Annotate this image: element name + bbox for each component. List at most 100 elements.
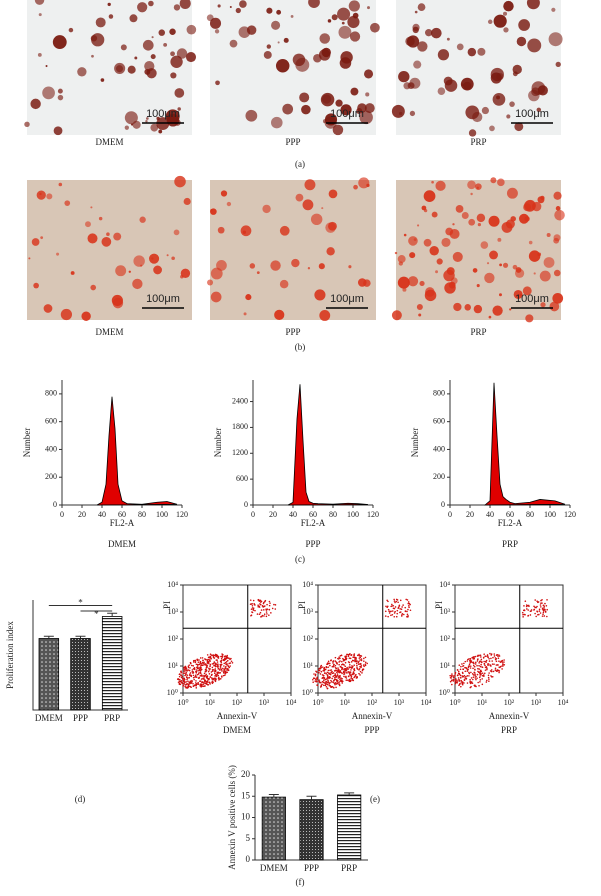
event	[194, 682, 197, 684]
cell	[158, 29, 166, 36]
event	[326, 663, 328, 666]
cell	[357, 278, 367, 287]
cell	[43, 304, 53, 313]
event	[477, 670, 479, 673]
event	[488, 680, 490, 682]
cell	[180, 268, 191, 278]
event	[522, 613, 524, 616]
caption: PPP	[364, 725, 379, 735]
event	[216, 665, 218, 667]
event	[485, 681, 488, 683]
x-tick-label: 80	[526, 510, 534, 519]
cell	[554, 209, 565, 221]
event	[478, 660, 481, 663]
event	[480, 663, 482, 666]
cell	[402, 287, 407, 292]
event	[393, 615, 396, 618]
event	[186, 674, 189, 676]
event	[211, 674, 213, 676]
event	[472, 661, 474, 664]
event	[198, 659, 200, 661]
event	[363, 665, 365, 668]
cell	[139, 216, 146, 223]
event	[336, 671, 338, 674]
event	[216, 674, 218, 676]
event	[334, 664, 337, 667]
cell	[413, 60, 422, 69]
y-axis-label: PI	[297, 601, 307, 609]
event	[191, 670, 194, 673]
y-tick-label: 10⁰	[302, 688, 313, 697]
cell	[151, 36, 154, 39]
cell	[453, 302, 462, 312]
event	[478, 684, 480, 687]
cell	[437, 87, 446, 96]
event	[347, 679, 349, 682]
caption: PPP	[305, 539, 320, 549]
event	[224, 655, 227, 657]
event	[195, 687, 198, 689]
event	[471, 673, 474, 675]
event	[179, 680, 182, 683]
event	[470, 671, 472, 674]
event	[466, 682, 469, 684]
event	[474, 677, 477, 679]
event	[211, 677, 213, 679]
cell	[239, 0, 247, 8]
event	[360, 659, 363, 662]
event	[543, 606, 545, 609]
cell	[488, 315, 492, 319]
event	[184, 672, 187, 674]
event	[185, 681, 187, 683]
event	[226, 659, 229, 662]
event	[224, 672, 227, 675]
event	[394, 601, 396, 604]
cell	[425, 28, 433, 37]
cell	[275, 59, 290, 73]
scale-bar-label: 100μm	[515, 293, 549, 305]
axes	[32, 600, 128, 711]
event	[346, 668, 348, 671]
event	[454, 673, 456, 675]
cell	[87, 233, 98, 244]
event	[456, 679, 458, 682]
cell	[207, 279, 214, 286]
event	[461, 676, 464, 678]
cell	[367, 6, 370, 10]
event	[469, 662, 471, 664]
event	[337, 668, 340, 671]
event	[225, 660, 228, 663]
cell	[405, 36, 415, 47]
event	[472, 656, 474, 659]
event	[342, 658, 345, 661]
cell	[165, 109, 180, 124]
event	[202, 683, 205, 685]
event	[494, 669, 497, 671]
event	[467, 658, 469, 661]
cell	[169, 28, 176, 35]
event	[215, 655, 217, 658]
event	[342, 663, 345, 666]
event	[208, 656, 210, 659]
y-tick-label: 1800	[232, 422, 248, 431]
cell	[331, 14, 338, 21]
y-axis-label: Number	[22, 428, 32, 458]
y-tick-label: 10²	[303, 634, 314, 643]
event	[221, 655, 224, 657]
event	[212, 678, 214, 681]
event	[182, 678, 184, 680]
event	[348, 663, 351, 666]
event	[397, 601, 399, 604]
event	[210, 657, 212, 660]
cell	[321, 207, 324, 210]
event	[340, 663, 343, 666]
event	[469, 665, 472, 667]
cell	[340, 104, 352, 116]
cell	[173, 4, 181, 11]
event	[398, 604, 401, 607]
event	[350, 667, 353, 669]
event	[314, 673, 317, 676]
cell	[421, 205, 427, 211]
cell	[413, 238, 417, 242]
event	[327, 680, 330, 682]
